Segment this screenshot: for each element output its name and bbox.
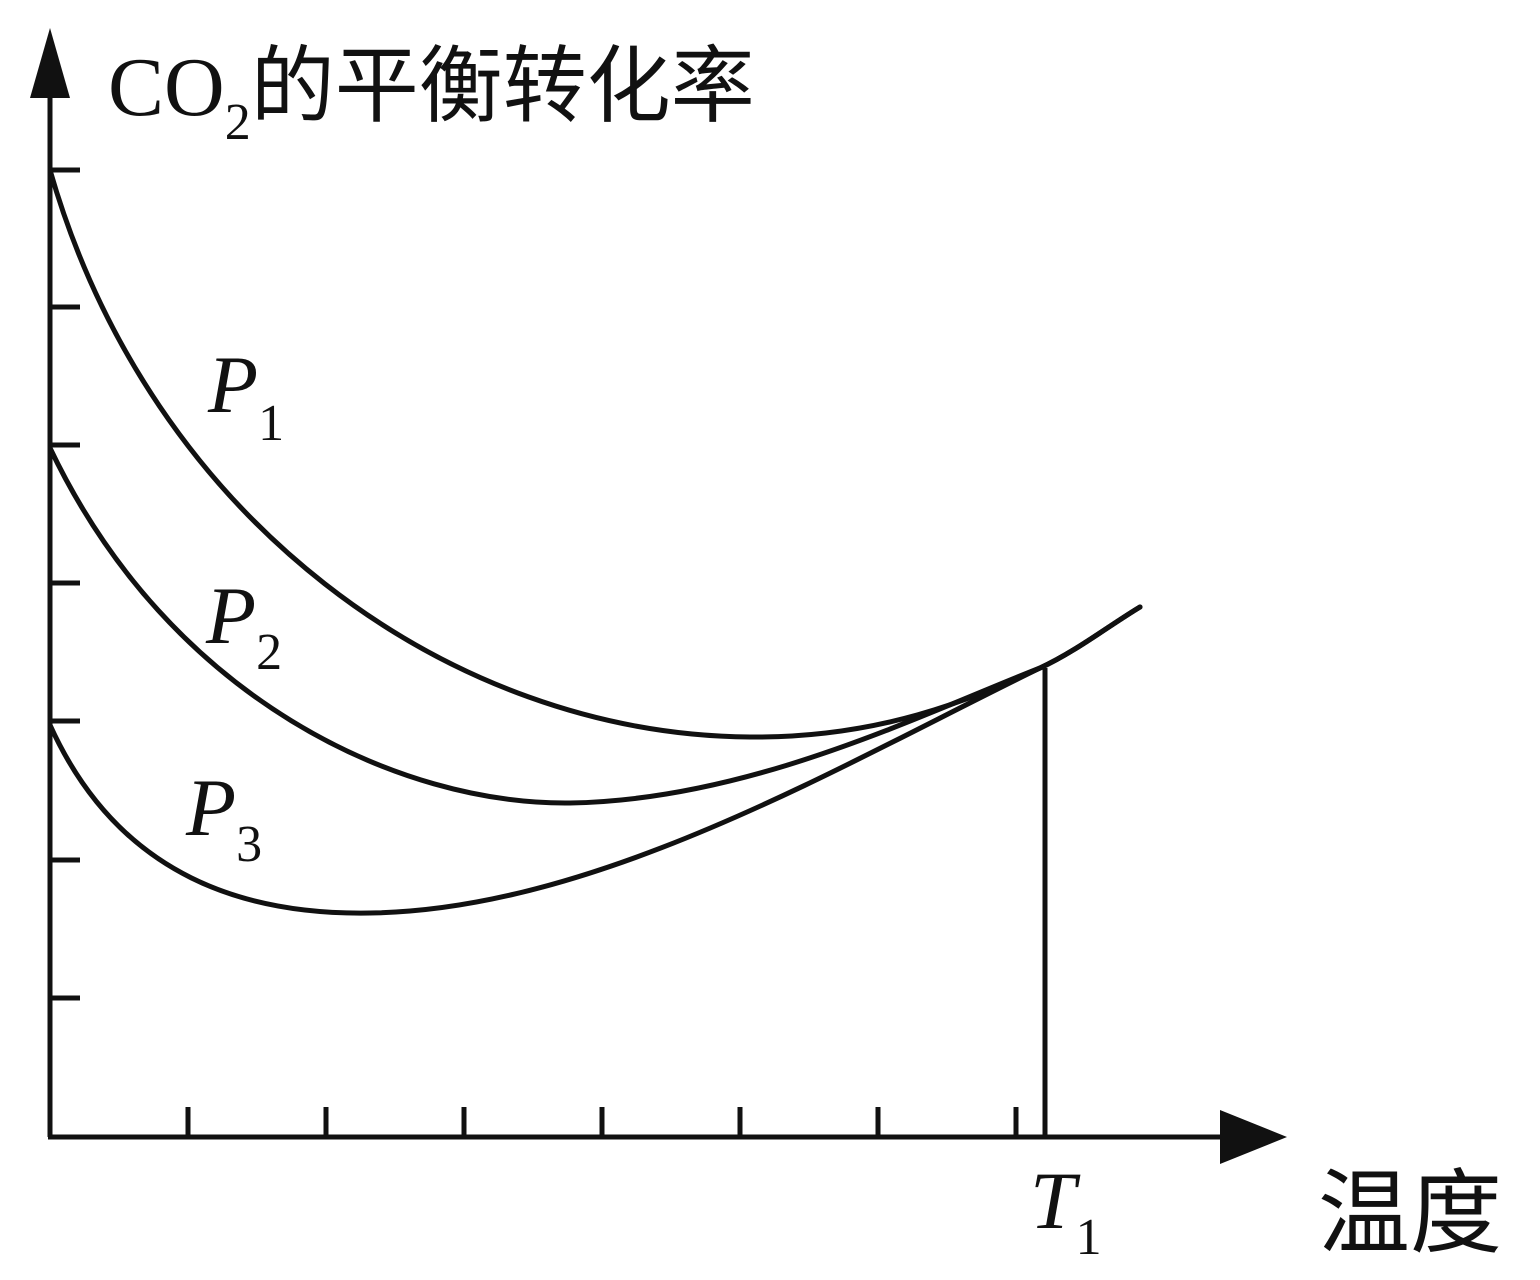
curve-label: P2 (205, 570, 282, 681)
y-axis-label: CO2的平衡转化率 (108, 41, 755, 151)
y-axis-arrow (30, 28, 70, 98)
curve-label-sub: 3 (236, 816, 262, 873)
x-axis-arrow (1220, 1110, 1287, 1164)
curve-label-text: P (207, 339, 258, 430)
curve-label: P3 (185, 762, 262, 873)
y-label-text: CO (108, 41, 225, 134)
x-ticks (185, 1107, 1019, 1137)
marker-label-text: T (1030, 1155, 1081, 1246)
marker-label-sub: 1 (1076, 1209, 1102, 1266)
curve-label: P1 (207, 339, 284, 452)
y-label-rest: 的平衡转化率 (251, 41, 755, 134)
curve-label-text: P (205, 570, 256, 661)
x-axis-label: 温度 (1318, 1163, 1502, 1265)
y-ticks (50, 167, 80, 1001)
curve-label-sub: 2 (256, 624, 282, 681)
curve-p3 (47, 604, 1143, 916)
curve-label-sub: 1 (258, 395, 284, 452)
y-label-sub: 2 (225, 94, 251, 151)
curve-label-text: P (185, 762, 236, 853)
marker-label: T1 (1030, 1155, 1102, 1266)
